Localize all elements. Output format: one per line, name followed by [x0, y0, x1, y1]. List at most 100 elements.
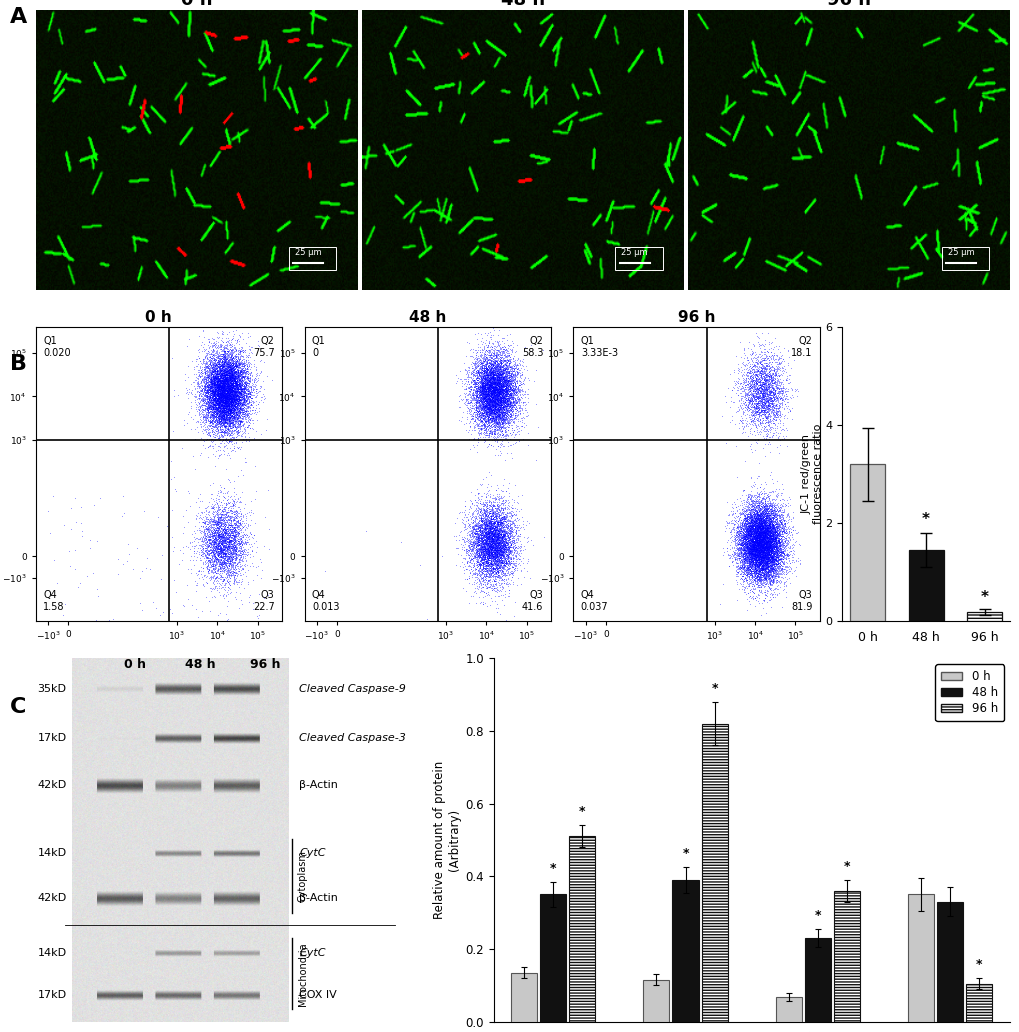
Point — [493, 423, 510, 440]
Point — [744, 538, 760, 554]
Point — [776, 522, 793, 539]
Point — [756, 560, 772, 577]
Point — [212, 530, 228, 547]
Point — [762, 523, 779, 540]
Point — [759, 541, 775, 557]
Point — [224, 536, 240, 552]
Point — [750, 499, 766, 516]
Point — [774, 364, 791, 381]
Point — [206, 526, 222, 543]
Point — [479, 358, 495, 375]
Point — [495, 535, 512, 551]
Point — [198, 370, 214, 387]
Point — [483, 536, 499, 552]
Point — [749, 522, 765, 539]
Point — [232, 381, 249, 397]
Point — [215, 383, 231, 399]
Point — [779, 507, 795, 523]
Point — [468, 398, 484, 415]
Point — [753, 540, 769, 556]
Point — [227, 367, 244, 384]
Point — [213, 549, 229, 566]
Point — [478, 545, 494, 561]
Point — [761, 379, 777, 395]
Point — [752, 570, 768, 586]
Point — [490, 524, 506, 541]
Point — [224, 395, 240, 412]
Point — [767, 526, 784, 543]
Point — [751, 518, 767, 535]
Point — [447, 531, 464, 548]
Point — [218, 414, 234, 430]
Point — [477, 533, 493, 549]
Point — [219, 392, 235, 409]
Point — [214, 544, 230, 560]
Point — [494, 395, 511, 412]
Point — [473, 549, 489, 566]
Point — [487, 407, 503, 423]
Point — [757, 541, 773, 557]
Point — [741, 526, 757, 543]
Point — [754, 489, 770, 506]
Point — [233, 372, 250, 388]
Point — [238, 408, 255, 424]
Point — [464, 538, 480, 554]
Point — [750, 382, 766, 398]
Point — [761, 413, 777, 429]
Point — [490, 558, 506, 575]
Point — [220, 538, 236, 554]
Point — [484, 388, 500, 405]
Point — [484, 531, 500, 548]
Point — [743, 559, 759, 576]
Point — [486, 376, 502, 392]
Point — [756, 553, 772, 570]
Point — [225, 382, 242, 398]
Point — [229, 374, 246, 390]
Point — [766, 569, 783, 585]
Point — [211, 526, 227, 543]
Point — [467, 397, 483, 414]
Point — [224, 361, 240, 378]
Point — [483, 329, 499, 346]
Point — [208, 544, 224, 560]
Point — [753, 525, 769, 542]
Text: 17kD: 17kD — [38, 990, 66, 1000]
Point — [756, 523, 772, 540]
Point — [475, 543, 491, 559]
Point — [753, 515, 769, 531]
Point — [725, 533, 741, 549]
Point — [488, 503, 504, 519]
Point — [217, 404, 233, 420]
Point — [209, 516, 225, 533]
Point — [469, 437, 485, 453]
Point — [753, 522, 769, 539]
Point — [222, 370, 238, 387]
Point — [208, 370, 224, 387]
Point — [503, 381, 520, 397]
Point — [473, 549, 489, 566]
Point — [741, 507, 757, 523]
Point — [762, 519, 779, 536]
Point — [749, 390, 765, 407]
Point — [227, 354, 244, 370]
Point — [760, 536, 776, 552]
Point — [494, 378, 511, 394]
Point — [222, 369, 238, 386]
Point — [233, 411, 250, 427]
Point — [207, 381, 223, 397]
Point — [213, 351, 229, 367]
Point — [237, 377, 254, 393]
Point — [511, 390, 527, 407]
Point — [737, 521, 753, 538]
Point — [749, 519, 765, 536]
Point — [767, 529, 784, 546]
Point — [480, 396, 496, 413]
Point — [759, 543, 775, 559]
Point — [746, 363, 762, 380]
Point — [750, 544, 766, 560]
Point — [218, 372, 234, 388]
Point — [218, 375, 234, 391]
Point — [488, 530, 504, 547]
Point — [237, 363, 254, 380]
Point — [89, 533, 105, 549]
